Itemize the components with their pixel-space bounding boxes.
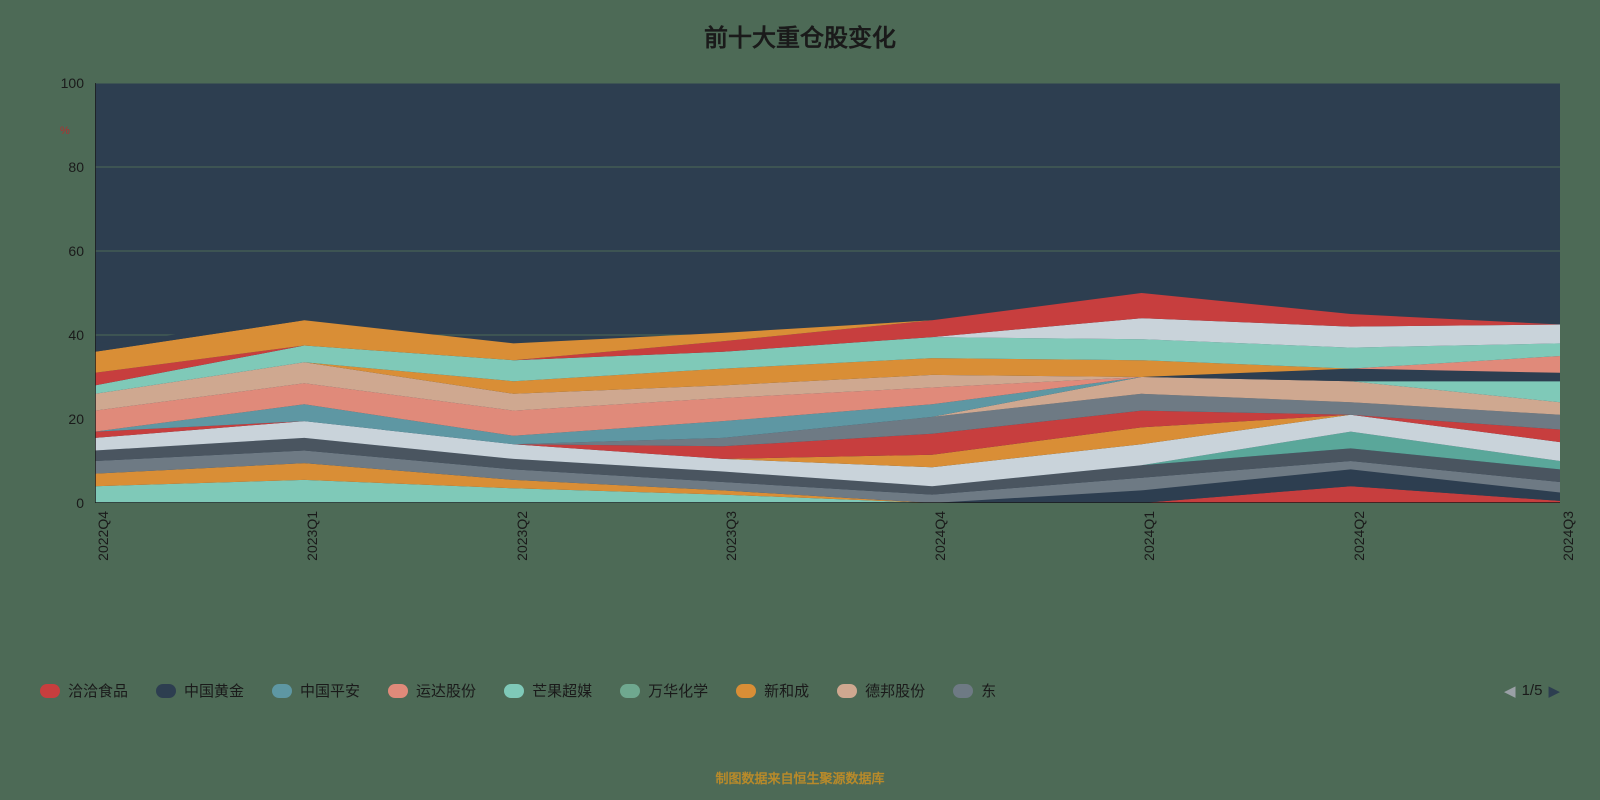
legend-item[interactable]: 东: [953, 680, 996, 701]
legend-item[interactable]: 中国黄金: [156, 680, 244, 701]
legend-prev-icon[interactable]: ◀: [1504, 682, 1516, 700]
stacked-area-plot: [95, 83, 1560, 503]
chart-legend: 洽洽食品 中国黄金 中国平安 运达股份 芒果超媒 万华化学 新和成 德邦股份 东 ◀ 1/5 ▶: [40, 680, 1560, 701]
x-tick-label: 2024Q4: [932, 511, 948, 561]
legend-swatch: [156, 684, 176, 698]
legend-item[interactable]: 德邦股份: [837, 680, 925, 701]
x-tick-label: 2023Q1: [304, 511, 320, 561]
legend-swatch: [388, 684, 408, 698]
legend-item[interactable]: 万华化学: [620, 680, 708, 701]
legend-item[interactable]: 洽洽食品: [40, 680, 128, 701]
legend-label: 芒果超媒: [532, 680, 592, 701]
legend-swatch: [504, 684, 524, 698]
legend-swatch: [272, 684, 292, 698]
y-axis: 020406080100: [40, 83, 90, 503]
y-tick-label: 60: [68, 243, 84, 259]
legend-label: 中国平安: [300, 680, 360, 701]
legend-pager: ◀ 1/5 ▶: [1504, 682, 1560, 700]
legend-next-icon[interactable]: ▶: [1548, 682, 1560, 700]
legend-item[interactable]: 中国平安: [272, 680, 360, 701]
y-tick-label: 20: [68, 411, 84, 427]
legend-swatch: [837, 684, 857, 698]
x-tick-label: 2023Q2: [514, 511, 530, 561]
legend-swatch: [40, 684, 60, 698]
x-tick-label: 2022Q4: [95, 511, 111, 561]
y-tick-label: 40: [68, 327, 84, 343]
y-tick-label: 0: [76, 495, 84, 511]
legend-label: 德邦股份: [865, 680, 925, 701]
chart-source-footer: 制图数据来自恒生聚源数据库: [0, 768, 1600, 787]
y-tick-label: 100: [61, 75, 84, 91]
x-tick-label: 2024Q1: [1141, 511, 1157, 561]
legend-item[interactable]: 新和成: [736, 680, 809, 701]
x-tick-label: 2024Q2: [1351, 511, 1367, 561]
legend-item[interactable]: 芒果超媒: [504, 680, 592, 701]
legend-page-indicator: 1/5: [1522, 682, 1543, 699]
legend-label: 东: [981, 680, 996, 701]
x-tick-label: 2024Q3: [1560, 511, 1576, 561]
legend-swatch: [620, 684, 640, 698]
legend-label: 洽洽食品: [68, 680, 128, 701]
legend-item[interactable]: 运达股份: [388, 680, 476, 701]
legend-swatch: [953, 684, 973, 698]
x-tick-label: 2023Q3: [723, 511, 739, 561]
legend-label: 中国黄金: [184, 680, 244, 701]
y-axis-unit: %: [60, 125, 70, 137]
chart-title: 前十大重仓股变化: [0, 0, 1600, 53]
y-tick-label: 80: [68, 159, 84, 175]
legend-swatch: [736, 684, 756, 698]
legend-label: 新和成: [764, 680, 809, 701]
legend-label: 运达股份: [416, 680, 476, 701]
x-axis: 2022Q4 2023Q1 2023Q2 2023Q3 2024Q4 2024Q1 2024…: [95, 503, 1560, 603]
legend-label: 万华化学: [648, 680, 708, 701]
